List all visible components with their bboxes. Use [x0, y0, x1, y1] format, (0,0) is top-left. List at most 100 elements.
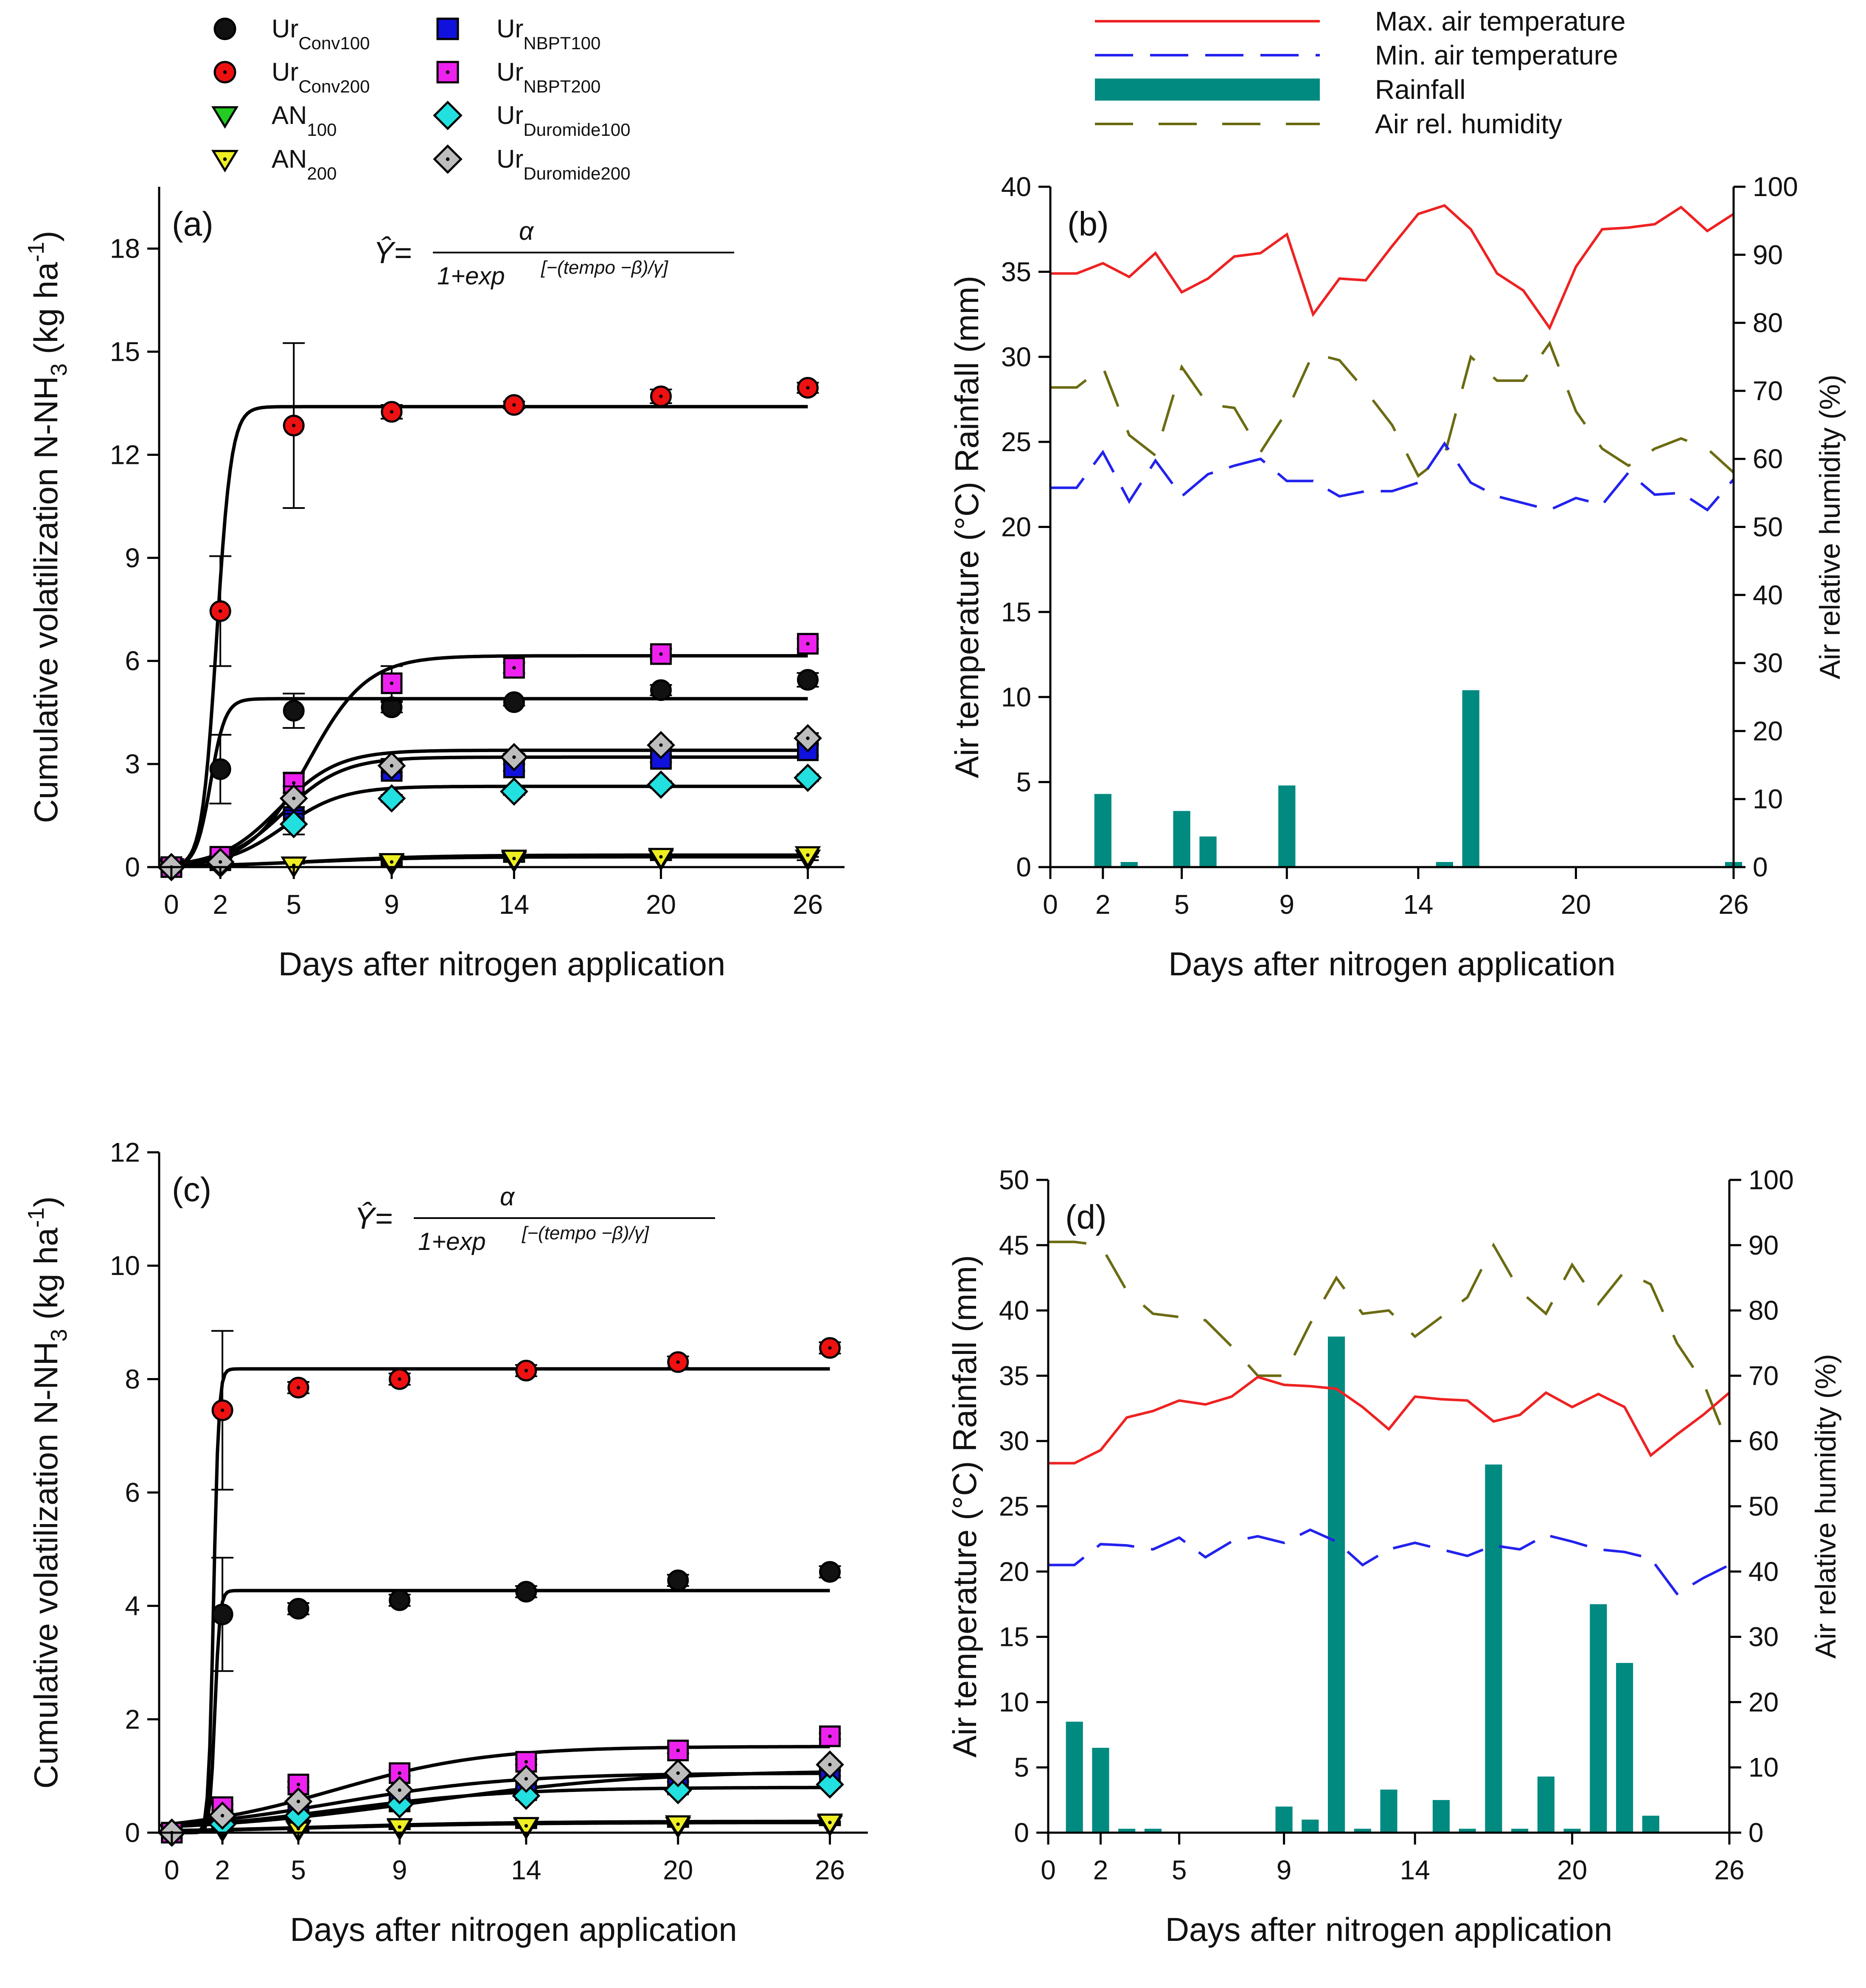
y-tick-label: 10 [110, 1250, 140, 1281]
rainfall-bar-day-16 [1459, 1828, 1476, 1833]
x-tick-label: 5 [1174, 889, 1190, 920]
legend-marker-ur-conv100 [213, 17, 236, 40]
legend-marker-an-200-dot [223, 157, 227, 161]
equation-lhs: Ŷ= [373, 236, 412, 270]
fit-curve-urconv200 [171, 1367, 830, 1834]
data-point-urduromide100 [664, 1776, 693, 1805]
y-tick-label-left: 0 [1014, 1817, 1029, 1848]
legend-marker-ur-nbpt200-dot [446, 70, 450, 74]
equation-numerator: α [500, 1182, 515, 1211]
max-temp-line [1050, 204, 1734, 331]
data-point-urconv100 [515, 1581, 537, 1603]
rainfall-bar-day-4 [1144, 1828, 1162, 1833]
y-tick-label-left: 20 [999, 1556, 1029, 1587]
y-tick-label-right: 50 [1748, 1491, 1779, 1522]
y-tick-label-left: 35 [1001, 256, 1031, 287]
data-point-an200-dot [398, 1825, 401, 1829]
rainfall-bar-day-11 [1327, 1337, 1345, 1833]
legend-marker-ur-nbpt100 [436, 17, 459, 40]
data-point-urconv200-dot [296, 1386, 300, 1390]
data-point-urnbpt200-dot [390, 681, 394, 685]
fit-curve-urduromide200 [171, 748, 808, 866]
data-point-urconv200-dot [828, 1346, 832, 1350]
data-point-urconv200-dot [219, 609, 222, 613]
x-tick-label: 20 [1557, 1855, 1587, 1885]
panel-d: 0510152025303540455001020304050607080901… [946, 1165, 1842, 1948]
y-tick-label-right: 50 [1753, 512, 1783, 542]
rainfall-bar-day-3 [1118, 1828, 1136, 1833]
y-tick-label-left: 30 [999, 1426, 1029, 1456]
data-point-urduromide100 [279, 810, 308, 839]
x-tick-label: 20 [646, 889, 676, 920]
data-point-urnbpt200-dot [512, 666, 516, 670]
fit-curve-urnbpt100 [171, 755, 808, 867]
y-tick-label-left: 40 [1001, 171, 1031, 202]
data-point-urnbpt200-dot [659, 652, 663, 656]
data-point-urnbpt200-dot [676, 1749, 680, 1752]
data-point-urduromide200-dot [676, 1771, 680, 1775]
y-tick-label: 3 [125, 749, 140, 779]
x-tick-label: 5 [291, 1855, 306, 1885]
y-tick-label: 6 [125, 1477, 140, 1508]
data-point-urduromide100 [499, 777, 528, 806]
panel-label: (d) [1065, 1198, 1107, 1236]
data-point-urnbpt200-dot [806, 642, 810, 646]
data-point-urconv100 [667, 1570, 689, 1592]
y-axis-title: Cumulative volatilization N-NH3 (kg ha-1… [23, 1196, 72, 1789]
data-point-urconv100 [283, 700, 305, 722]
x-tick-label: 14 [499, 889, 529, 920]
data-point-urnbpt200-dot [828, 1734, 832, 1738]
data-point-urduromide200-dot [296, 1800, 300, 1803]
y-tick-label: 2 [125, 1704, 140, 1735]
fit-curve-urconv100 [171, 697, 808, 868]
legend-marker-ur-duromide100 [433, 101, 463, 130]
x-tick-label: 2 [215, 1855, 230, 1885]
rainfall-bar-day-3 [1120, 862, 1138, 867]
legend-treatments: UrConv100 UrConv200 AN100 AN200 UrNBPT100 UrN… [211, 14, 630, 183]
y-tick-label: 18 [110, 233, 140, 264]
y-tick-label-left: 15 [999, 1622, 1029, 1652]
y-tick-label-left: 50 [999, 1165, 1029, 1195]
legend-label-ur-nbpt200: UrNBPT200 [497, 58, 600, 96]
x-tick-label: 0 [164, 889, 179, 920]
y-axis-title: Cumulative volatilization N-NH3 (kg ha-1… [23, 231, 72, 823]
y-tick-label-right: 40 [1753, 580, 1783, 610]
fit-curve-urduromide100 [171, 784, 808, 867]
data-point-urduromide200-dot [219, 860, 222, 864]
data-point-urconv200-dot [292, 424, 296, 427]
legend-label-an-100: AN100 [272, 101, 337, 140]
y-tick-label: 0 [125, 852, 140, 882]
data-point-urduromide100 [512, 1781, 541, 1810]
data-point-an200-dot [512, 856, 516, 860]
y-tick-label-right: 70 [1748, 1360, 1779, 1391]
data-point-urduromide200-dot [806, 736, 810, 740]
y-tick-label-right: 60 [1753, 444, 1783, 474]
data-point-urduromide200-dot [659, 743, 663, 747]
data-point-urnbpt200 [650, 643, 672, 665]
humidity-line [1048, 1241, 1731, 1448]
x-tick-label: 2 [1095, 889, 1111, 920]
data-point-urconv200-dot [398, 1377, 401, 1381]
rainfall-bar-day-9 [1275, 1806, 1293, 1833]
data-point-an200-dot [676, 1822, 680, 1826]
fit-curve-urnbpt200 [171, 654, 808, 867]
data-point-urduromide200-dot [828, 1763, 832, 1766]
x-axis-title: Days after nitrogen application [1168, 945, 1616, 983]
data-point-an200-dot [828, 1820, 832, 1825]
x-tick-label: 0 [164, 1855, 180, 1885]
y-tick-label-right: 0 [1748, 1817, 1764, 1848]
legend-hum-label: Air rel. humidity [1375, 109, 1562, 139]
y-tick-label-right: 100 [1753, 171, 1798, 202]
y-tick-label-left: 35 [999, 1360, 1029, 1391]
data-point-urduromide200-dot [512, 755, 516, 759]
x-tick-label: 9 [1277, 1855, 1292, 1885]
y-tick-label-right: 80 [1748, 1295, 1779, 1326]
rainfall-bar-day-10 [1302, 1820, 1319, 1833]
data-point-urduromide200-dot [220, 1814, 224, 1818]
rainfall-bar-day-2 [1094, 794, 1111, 867]
panel-label: (c) [172, 1171, 211, 1208]
y-tick-label-right: 90 [1748, 1230, 1779, 1261]
data-point-urconv100 [287, 1598, 309, 1620]
